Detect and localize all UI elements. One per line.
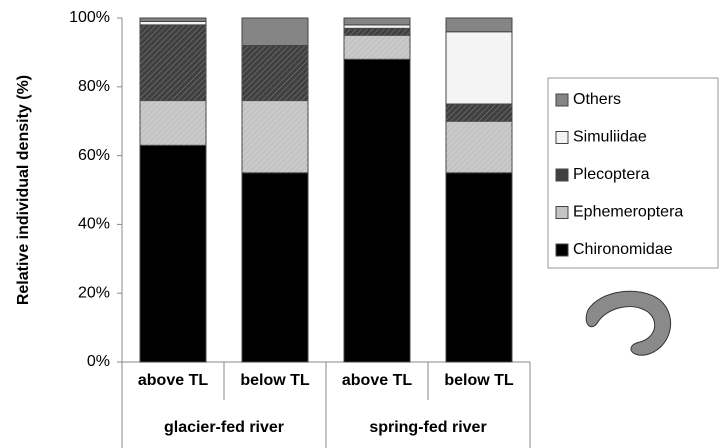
larva-icon: [586, 291, 670, 355]
legend-label: Chironomidae: [573, 241, 673, 258]
y-tick-label: 0%: [87, 353, 110, 370]
x-tick-label: below TL: [444, 372, 514, 389]
legend-swatch: [556, 169, 568, 181]
group-label: glacier-fed river: [164, 419, 284, 436]
hatch: [446, 104, 512, 121]
hatch: [242, 46, 308, 101]
y-tick-label: 60%: [78, 147, 110, 164]
bar-segment: [344, 25, 410, 28]
bar-segment: [242, 18, 308, 46]
legend-label: Ephemeroptera: [573, 204, 683, 221]
hatch: [140, 25, 206, 101]
bar-segment: [140, 18, 206, 21]
bar-segment: [446, 173, 512, 362]
hatch: [344, 28, 410, 35]
legend-swatch: [556, 94, 568, 106]
legend-swatch: [556, 132, 568, 144]
bar-segment: [344, 59, 410, 362]
bar-segment: [242, 173, 308, 362]
hatch: [344, 35, 410, 59]
bar-segment: [140, 145, 206, 362]
hatch: [242, 101, 308, 173]
group-label: spring-fed river: [369, 419, 486, 436]
y-tick-label: 100%: [69, 9, 110, 26]
legend-swatch: [556, 207, 568, 219]
chart: Relative individual density (%) 0% 20% 40%…: [0, 0, 719, 448]
hatch: [140, 101, 206, 146]
bar-segment: [140, 21, 206, 24]
legend-label: Simuliidae: [573, 129, 647, 146]
bar-segment: [446, 18, 512, 32]
legend-label: Others: [573, 91, 621, 108]
y-tick-label: 20%: [78, 284, 110, 301]
legend-label: Plecoptera: [573, 166, 650, 183]
x-tick-label: above TL: [342, 372, 412, 389]
x-tick-label: above TL: [138, 372, 208, 389]
x-tick-label: below TL: [240, 372, 310, 389]
y-tick-label: 40%: [78, 216, 110, 233]
bar-segment: [344, 18, 410, 25]
bar-segment: [446, 32, 512, 104]
y-axis-title: Relative individual density (%): [15, 75, 32, 305]
legend-swatch: [556, 244, 568, 256]
y-tick-label: 80%: [78, 78, 110, 95]
hatch: [446, 121, 512, 173]
